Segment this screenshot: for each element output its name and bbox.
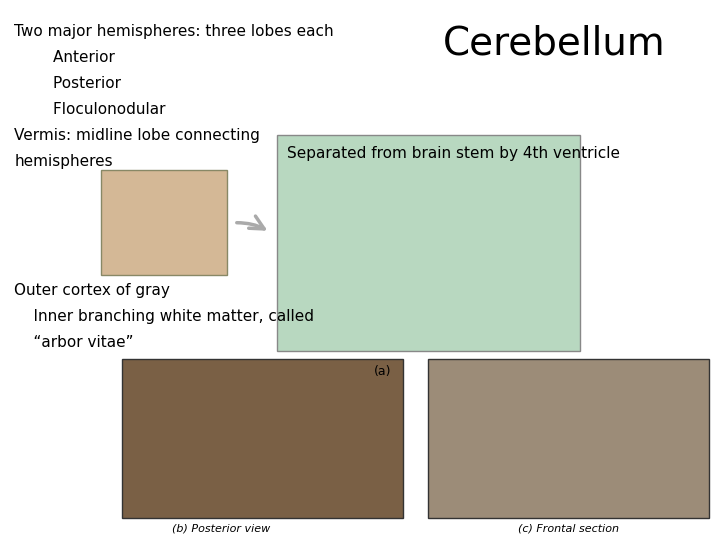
Text: Posterior: Posterior xyxy=(14,76,122,91)
Text: (a): (a) xyxy=(374,364,392,377)
Text: Outer cortex of gray: Outer cortex of gray xyxy=(14,284,170,299)
Text: Inner branching white matter, called: Inner branching white matter, called xyxy=(14,309,315,325)
Text: Anterior: Anterior xyxy=(14,50,115,65)
FancyBboxPatch shape xyxy=(101,170,227,275)
Text: “arbor vitae”: “arbor vitae” xyxy=(14,335,134,350)
FancyBboxPatch shape xyxy=(428,359,709,518)
Text: Separated from brain stem by 4th ventricle: Separated from brain stem by 4th ventric… xyxy=(287,146,620,161)
Text: Vermis: midline lobe connecting: Vermis: midline lobe connecting xyxy=(14,128,260,143)
Text: hemispheres: hemispheres xyxy=(14,154,113,169)
FancyBboxPatch shape xyxy=(122,359,403,518)
Text: Floculonodular: Floculonodular xyxy=(14,102,166,117)
Text: Two major hemispheres: three lobes each: Two major hemispheres: three lobes each xyxy=(14,24,334,39)
Text: (b) Posterior view: (b) Posterior view xyxy=(171,524,270,534)
Text: (c) Frontal section: (c) Frontal section xyxy=(518,524,619,534)
FancyBboxPatch shape xyxy=(277,135,580,351)
Text: Cerebellum: Cerebellum xyxy=(443,24,666,62)
